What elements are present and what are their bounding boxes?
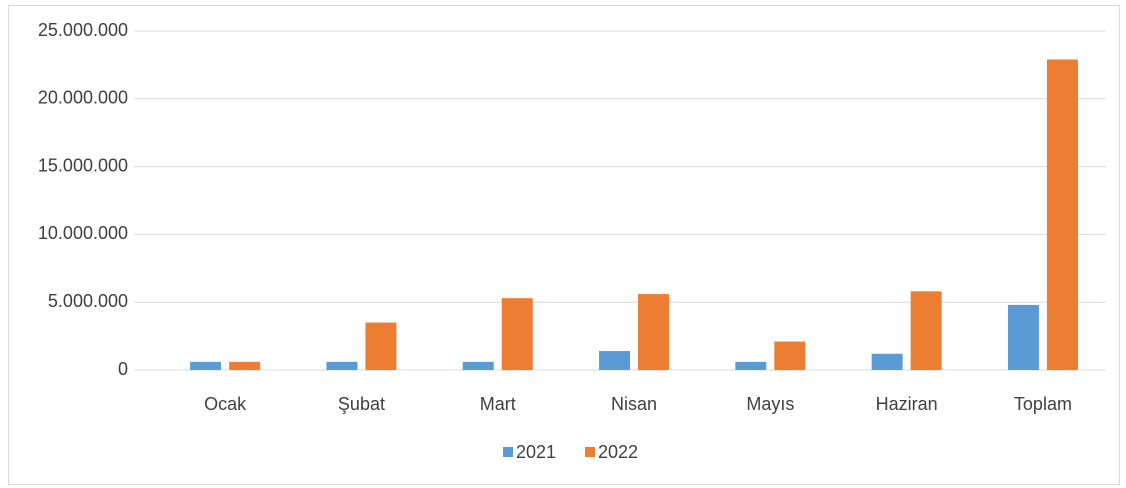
y-tick-label: 25.000.000 bbox=[38, 20, 128, 40]
bar bbox=[365, 322, 397, 370]
y-tick-label: 10.000.000 bbox=[38, 223, 128, 243]
bar bbox=[462, 361, 494, 370]
bar bbox=[599, 351, 631, 370]
legend-label: 2022 bbox=[598, 442, 638, 462]
legend-swatch bbox=[585, 447, 595, 457]
y-tick-label: 20.000.000 bbox=[38, 88, 128, 108]
bar bbox=[910, 291, 942, 370]
bar bbox=[1007, 304, 1039, 370]
y-tick-label: 0 bbox=[118, 359, 128, 379]
bar bbox=[1046, 59, 1078, 370]
x-tick-label: Haziran bbox=[876, 394, 938, 414]
x-tick-label: Ocak bbox=[204, 394, 247, 414]
bar bbox=[326, 361, 358, 370]
x-tick-label: Mart bbox=[480, 394, 516, 414]
chart-border bbox=[8, 5, 1120, 485]
bar bbox=[638, 294, 670, 370]
bar bbox=[735, 361, 767, 370]
x-tick-label: Toplam bbox=[1014, 394, 1072, 414]
bar bbox=[774, 341, 806, 370]
legend-label: 2021 bbox=[516, 442, 556, 462]
x-tick-label: Mayıs bbox=[746, 394, 794, 414]
legend-swatch bbox=[503, 447, 513, 457]
x-tick-label: Nisan bbox=[611, 394, 657, 414]
bar bbox=[871, 353, 903, 370]
x-tick-label: Şubat bbox=[338, 394, 385, 414]
bar bbox=[229, 361, 261, 370]
y-tick-label: 15.000.000 bbox=[38, 155, 128, 175]
bar bbox=[501, 298, 533, 370]
y-tick-label: 5.000.000 bbox=[48, 291, 128, 311]
bar bbox=[190, 361, 222, 370]
